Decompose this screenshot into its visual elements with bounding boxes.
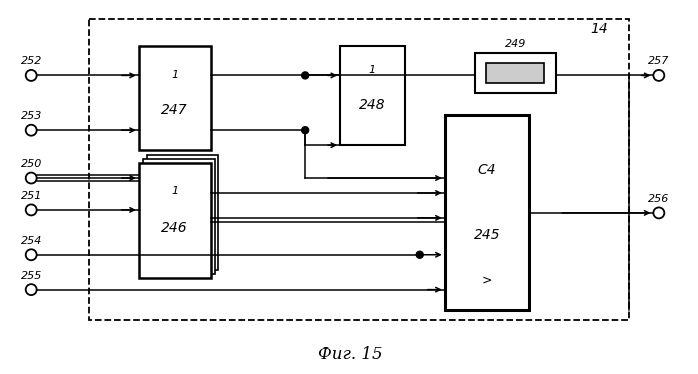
Text: 1: 1 (369, 65, 376, 76)
Circle shape (302, 72, 309, 79)
Text: 249: 249 (505, 39, 526, 49)
Text: 1: 1 (171, 70, 178, 80)
Text: 251: 251 (20, 191, 42, 201)
Text: 257: 257 (648, 56, 669, 67)
Text: 245: 245 (474, 228, 500, 242)
Text: 14: 14 (591, 22, 608, 36)
Bar (139, 46, 211, 150)
Bar (487, 64, 544, 83)
Text: 253: 253 (20, 111, 42, 121)
Text: 250: 250 (20, 159, 42, 169)
Text: 247: 247 (161, 103, 188, 117)
Bar (445, 115, 529, 310)
Bar (340, 46, 405, 145)
Text: >: > (482, 273, 492, 286)
Text: С4: С4 (477, 163, 496, 177)
Text: 254: 254 (20, 236, 42, 246)
Text: 1: 1 (171, 186, 178, 196)
Text: 248: 248 (359, 98, 386, 112)
Bar (143, 159, 214, 274)
Text: 252: 252 (20, 56, 42, 67)
Text: 246: 246 (161, 221, 188, 235)
Bar (147, 155, 218, 270)
Text: 255: 255 (20, 271, 42, 280)
Circle shape (302, 127, 309, 134)
Text: Фиг. 15: Фиг. 15 (318, 346, 383, 363)
Bar (475, 53, 556, 94)
Bar (89, 19, 629, 319)
Circle shape (416, 251, 423, 258)
Text: 256: 256 (648, 194, 669, 204)
Bar (139, 163, 211, 278)
